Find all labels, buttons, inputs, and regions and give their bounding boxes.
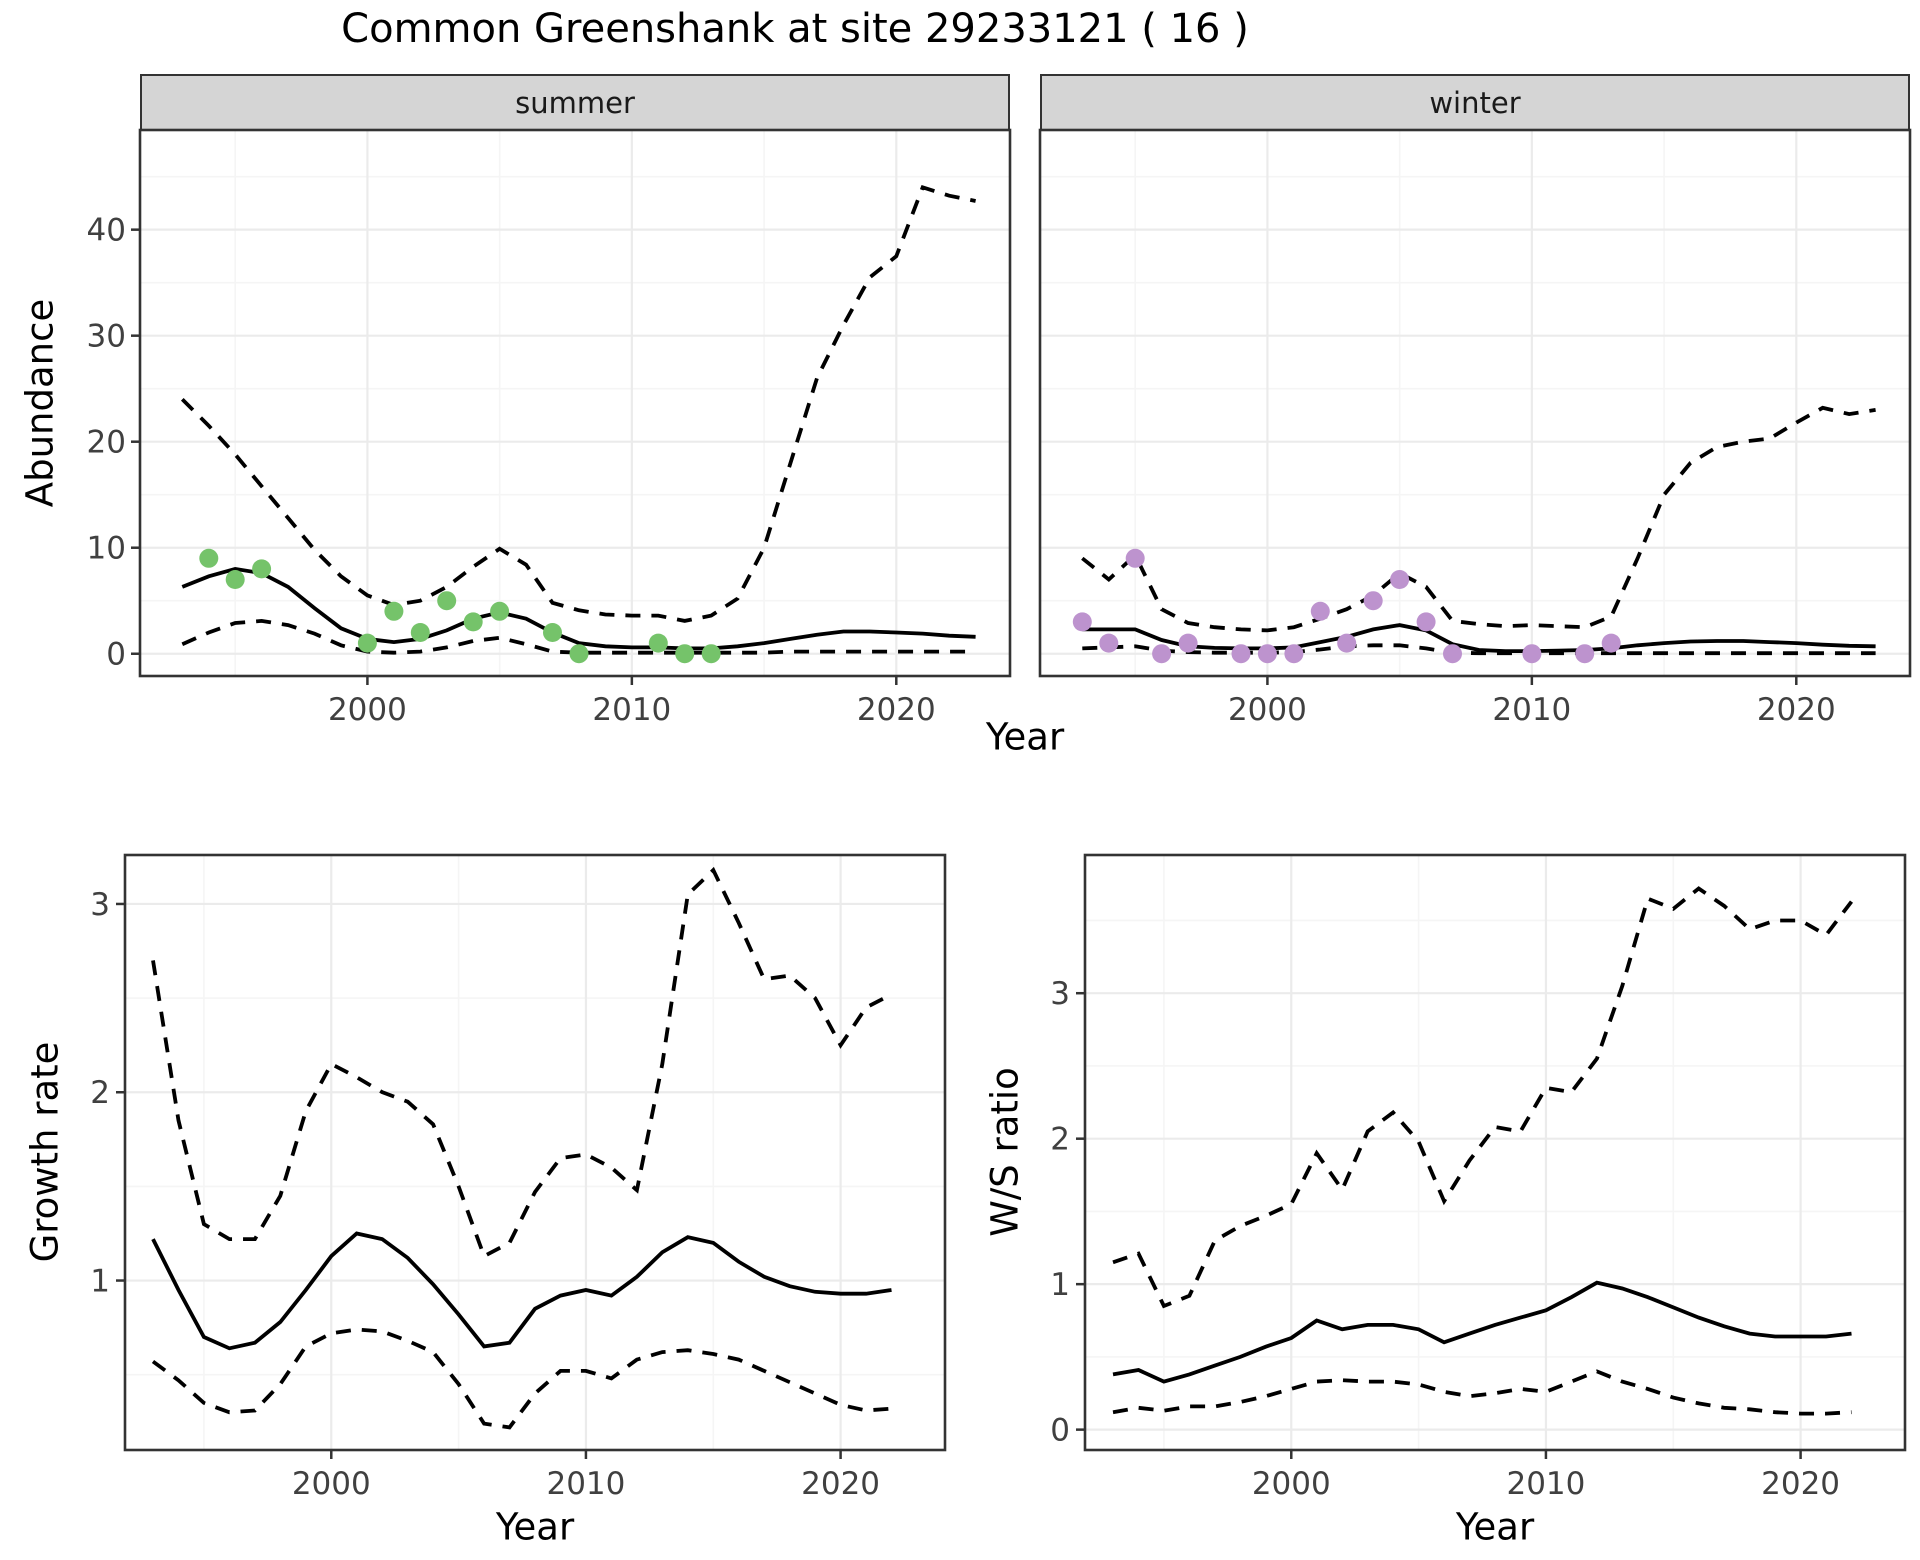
svg-text:2000: 2000 [1228, 692, 1307, 728]
ws_ratio-ws_ratio-fit-line [1112, 1280, 1852, 1384]
ws_ratio-ws_ratio-border [1083, 853, 1907, 1452]
abundance-summer-fit-line [181, 566, 976, 651]
ws-ratio-x-axis-title: Year [1455, 1505, 1535, 1549]
abundance-winter-lower-ci-line [1082, 643, 1876, 656]
svg-text:1: 1 [1050, 1267, 1070, 1303]
svg-text:40: 40 [87, 213, 126, 249]
svg-text:2020: 2020 [1757, 692, 1836, 728]
svg-text:2020: 2020 [801, 1466, 880, 1502]
facet-strip-winter: winter [1040, 74, 1910, 131]
svg-text:20: 20 [87, 425, 126, 461]
abundance-winter-grid [1040, 130, 1910, 676]
ws_ratio-ws_ratio-upper-ci-line [1112, 886, 1854, 1309]
abundance-summer-lines [180, 184, 976, 655]
facet-strip-summer-label: summer [515, 85, 635, 120]
svg-text:2010: 2010 [546, 1466, 625, 1502]
abundance-winter-border [1038, 128, 1912, 678]
ws_ratio-ws_ratio-lines [1112, 886, 1854, 1416]
abundance-summer-x-axis-ticks: 2000 2010 2020 [328, 676, 936, 728]
svg-text:2000: 2000 [1252, 1466, 1331, 1502]
growth_rate-growth_rate-upper-ci-line [151, 866, 893, 1259]
svg-text:3: 3 [1050, 976, 1070, 1012]
abundance-summer-lower-ci-line [181, 618, 976, 655]
facet-strip-winter-label: winter [1429, 85, 1521, 120]
abundance-winter-lines [1081, 405, 1876, 656]
svg-text:2: 2 [1050, 1122, 1070, 1158]
growth_rate-growth_rate-lines [151, 866, 893, 1430]
growth_rate-growth_rate-fit-line [151, 1231, 892, 1351]
svg-text:2010: 2010 [1492, 692, 1571, 728]
svg-text:2020: 2020 [857, 692, 936, 728]
svg-text:2010: 2010 [592, 692, 671, 728]
ws_ratio-ws_ratio-grid [1085, 855, 1905, 1450]
svg-text:2000: 2000 [292, 1466, 371, 1502]
ws_ratio-ws_ratio-x-axis-ticks: 2000 2010 2020 [1252, 1450, 1840, 1502]
svg-text:0: 0 [1050, 1413, 1070, 1449]
abundance-winter-x-axis-ticks: 2000 2010 2020 [1228, 676, 1836, 728]
svg-text:2020: 2020 [1761, 1466, 1840, 1502]
svg-text:10: 10 [87, 531, 126, 567]
top-x-axis-title: Year [985, 715, 1065, 759]
growth_rate-growth_rate-border [123, 853, 947, 1452]
growth_rate-y-axis-ticks: 1 2 3 [90, 887, 125, 1300]
svg-text:1: 1 [90, 1264, 110, 1300]
svg-text:3: 3 [90, 887, 110, 923]
svg-text:0: 0 [106, 637, 126, 673]
abundance-summer-upper-ci-line [180, 184, 976, 623]
abundance-winter-observation-points [1072, 548, 1621, 664]
growth_rate-growth_rate-grid [125, 855, 945, 1450]
abundance-summer-grid [140, 130, 1010, 676]
ws_ratio-y-axis-ticks: 0 1 2 3 [1050, 976, 1085, 1449]
abundance-y-axis-ticks: 0 10 20 30 40 [87, 213, 140, 673]
growth_rate-growth_rate-lower-ci-line [151, 1327, 892, 1430]
growth_rate-growth_rate-x-axis-ticks: 2000 2010 2020 [292, 1450, 880, 1502]
abundance-winter-upper-ci-line [1081, 405, 1876, 633]
abundance-winter-fit-line [1082, 623, 1876, 653]
ws_ratio-ws_ratio-lower-ci-line [1112, 1369, 1852, 1416]
facet-strip-summer: summer [140, 74, 1010, 131]
growth-rate-x-axis-title: Year [495, 1505, 575, 1549]
svg-text:2: 2 [90, 1075, 110, 1111]
svg-text:2010: 2010 [1506, 1466, 1585, 1502]
abundance-summer-border [138, 128, 1012, 678]
svg-text:2000: 2000 [328, 692, 407, 728]
abundance-summer-observation-points [199, 548, 721, 664]
figure-title: Common Greenshank at site 29233121 ( 16 … [341, 6, 1249, 52]
svg-text:30: 30 [87, 319, 126, 355]
